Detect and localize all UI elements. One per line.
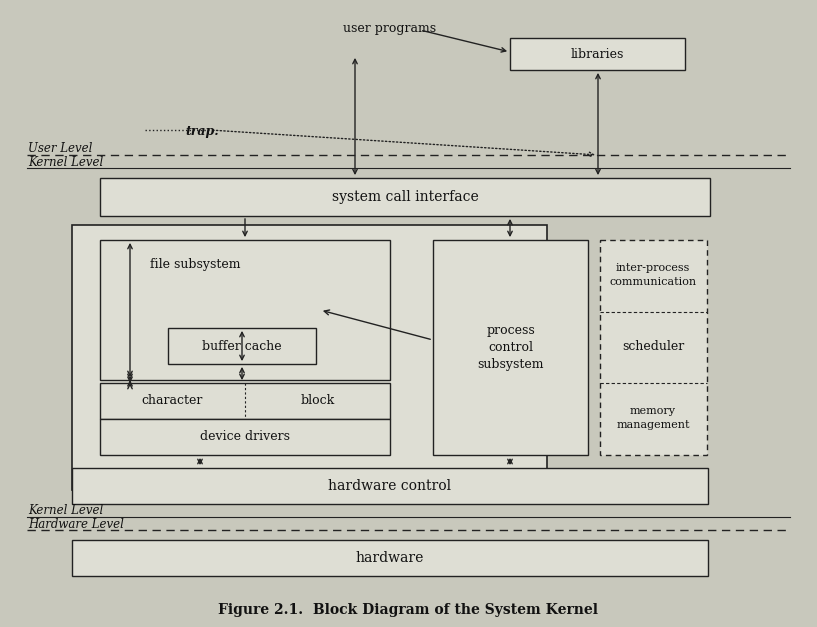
Bar [100,383,390,419]
Bar [72,468,708,504]
Text: user programs: user programs [343,22,436,35]
Text: User Level: User Level [28,142,92,154]
Bar [433,240,588,455]
Bar [72,540,708,576]
Text: hardware control: hardware control [328,479,452,493]
Text: device drivers: device drivers [200,431,290,443]
Text: buffer cache: buffer cache [202,339,282,352]
Text: process
control
subsystem: process control subsystem [477,324,544,371]
Bar [72,225,547,490]
Text: Hardware Level: Hardware Level [28,517,124,530]
Text: file subsystem: file subsystem [150,258,240,271]
Bar [168,328,316,364]
Bar [510,38,685,70]
Text: memory
management: memory management [616,406,690,429]
Bar [600,240,707,455]
Text: libraries: libraries [571,48,624,60]
Bar [100,419,390,455]
Text: Figure 2.1.  Block Diagram of the System Kernel: Figure 2.1. Block Diagram of the System … [218,603,598,617]
Text: inter-process
communication: inter-process communication [609,263,697,287]
Text: trap.: trap. [185,125,219,138]
Text: character: character [141,394,203,408]
Text: Kernel Level: Kernel Level [28,155,103,169]
Bar [100,240,390,380]
Bar [100,178,710,216]
Text: scheduler: scheduler [622,340,684,354]
Text: hardware: hardware [356,551,424,565]
Text: block: block [301,394,335,408]
Text: Kernel Level: Kernel Level [28,503,103,517]
Text: system call interface: system call interface [332,190,479,204]
